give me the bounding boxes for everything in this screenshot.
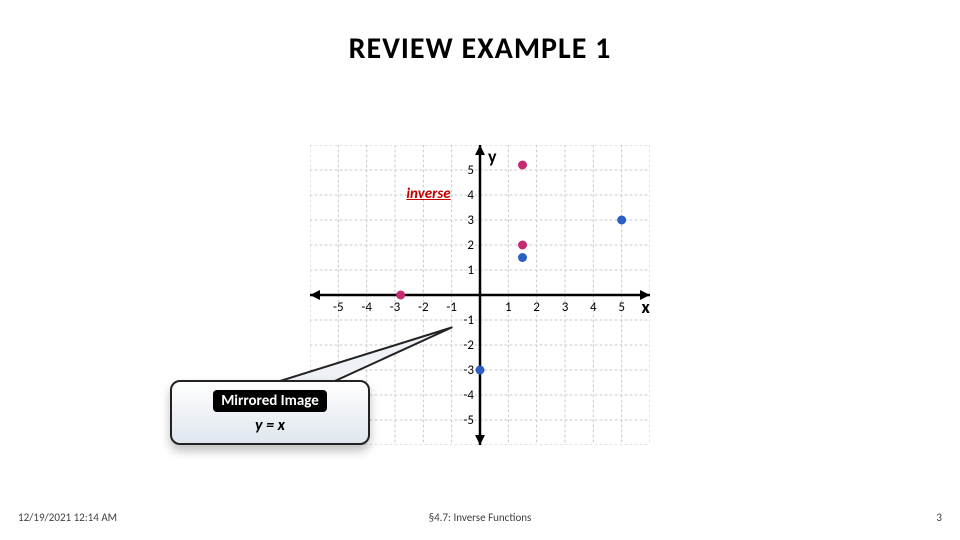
svg-text:-1: -1 [463,313,474,328]
svg-text:2: 2 [467,238,474,253]
svg-text:-2: -2 [418,300,429,315]
footer-section: §4.7: Inverse Functions [0,511,960,524]
svg-text:1: 1 [505,300,512,315]
svg-text:x: x [642,296,651,318]
callout: Mirrored Image y = x [170,380,370,445]
callout-line1: Mirrored Image [213,390,327,412]
callout-bubble: Mirrored Image y = x [170,380,370,445]
svg-text:-1: -1 [446,300,457,315]
svg-text:-5: -5 [463,413,474,428]
svg-text:2: 2 [533,300,540,315]
svg-text:3: 3 [562,300,569,315]
footer-page-number: 3 [936,511,942,524]
svg-text:5: 5 [618,300,625,315]
svg-text:5: 5 [467,163,474,178]
page-title: REVIEW EXAMPLE 1 [0,30,960,67]
svg-text:y: y [488,146,497,168]
svg-text:3: 3 [467,213,474,228]
svg-text:-5: -5 [333,300,344,315]
svg-text:-4: -4 [361,300,372,315]
inverse-label: inverse [406,185,450,203]
callout-line2: y = x [186,416,354,435]
svg-text:-3: -3 [390,300,401,315]
svg-text:-3: -3 [463,363,474,378]
svg-text:-2: -2 [463,338,474,353]
svg-text:1: 1 [467,263,474,278]
svg-text:4: 4 [590,300,597,315]
svg-text:-4: -4 [463,388,474,403]
svg-text:4: 4 [467,188,474,203]
